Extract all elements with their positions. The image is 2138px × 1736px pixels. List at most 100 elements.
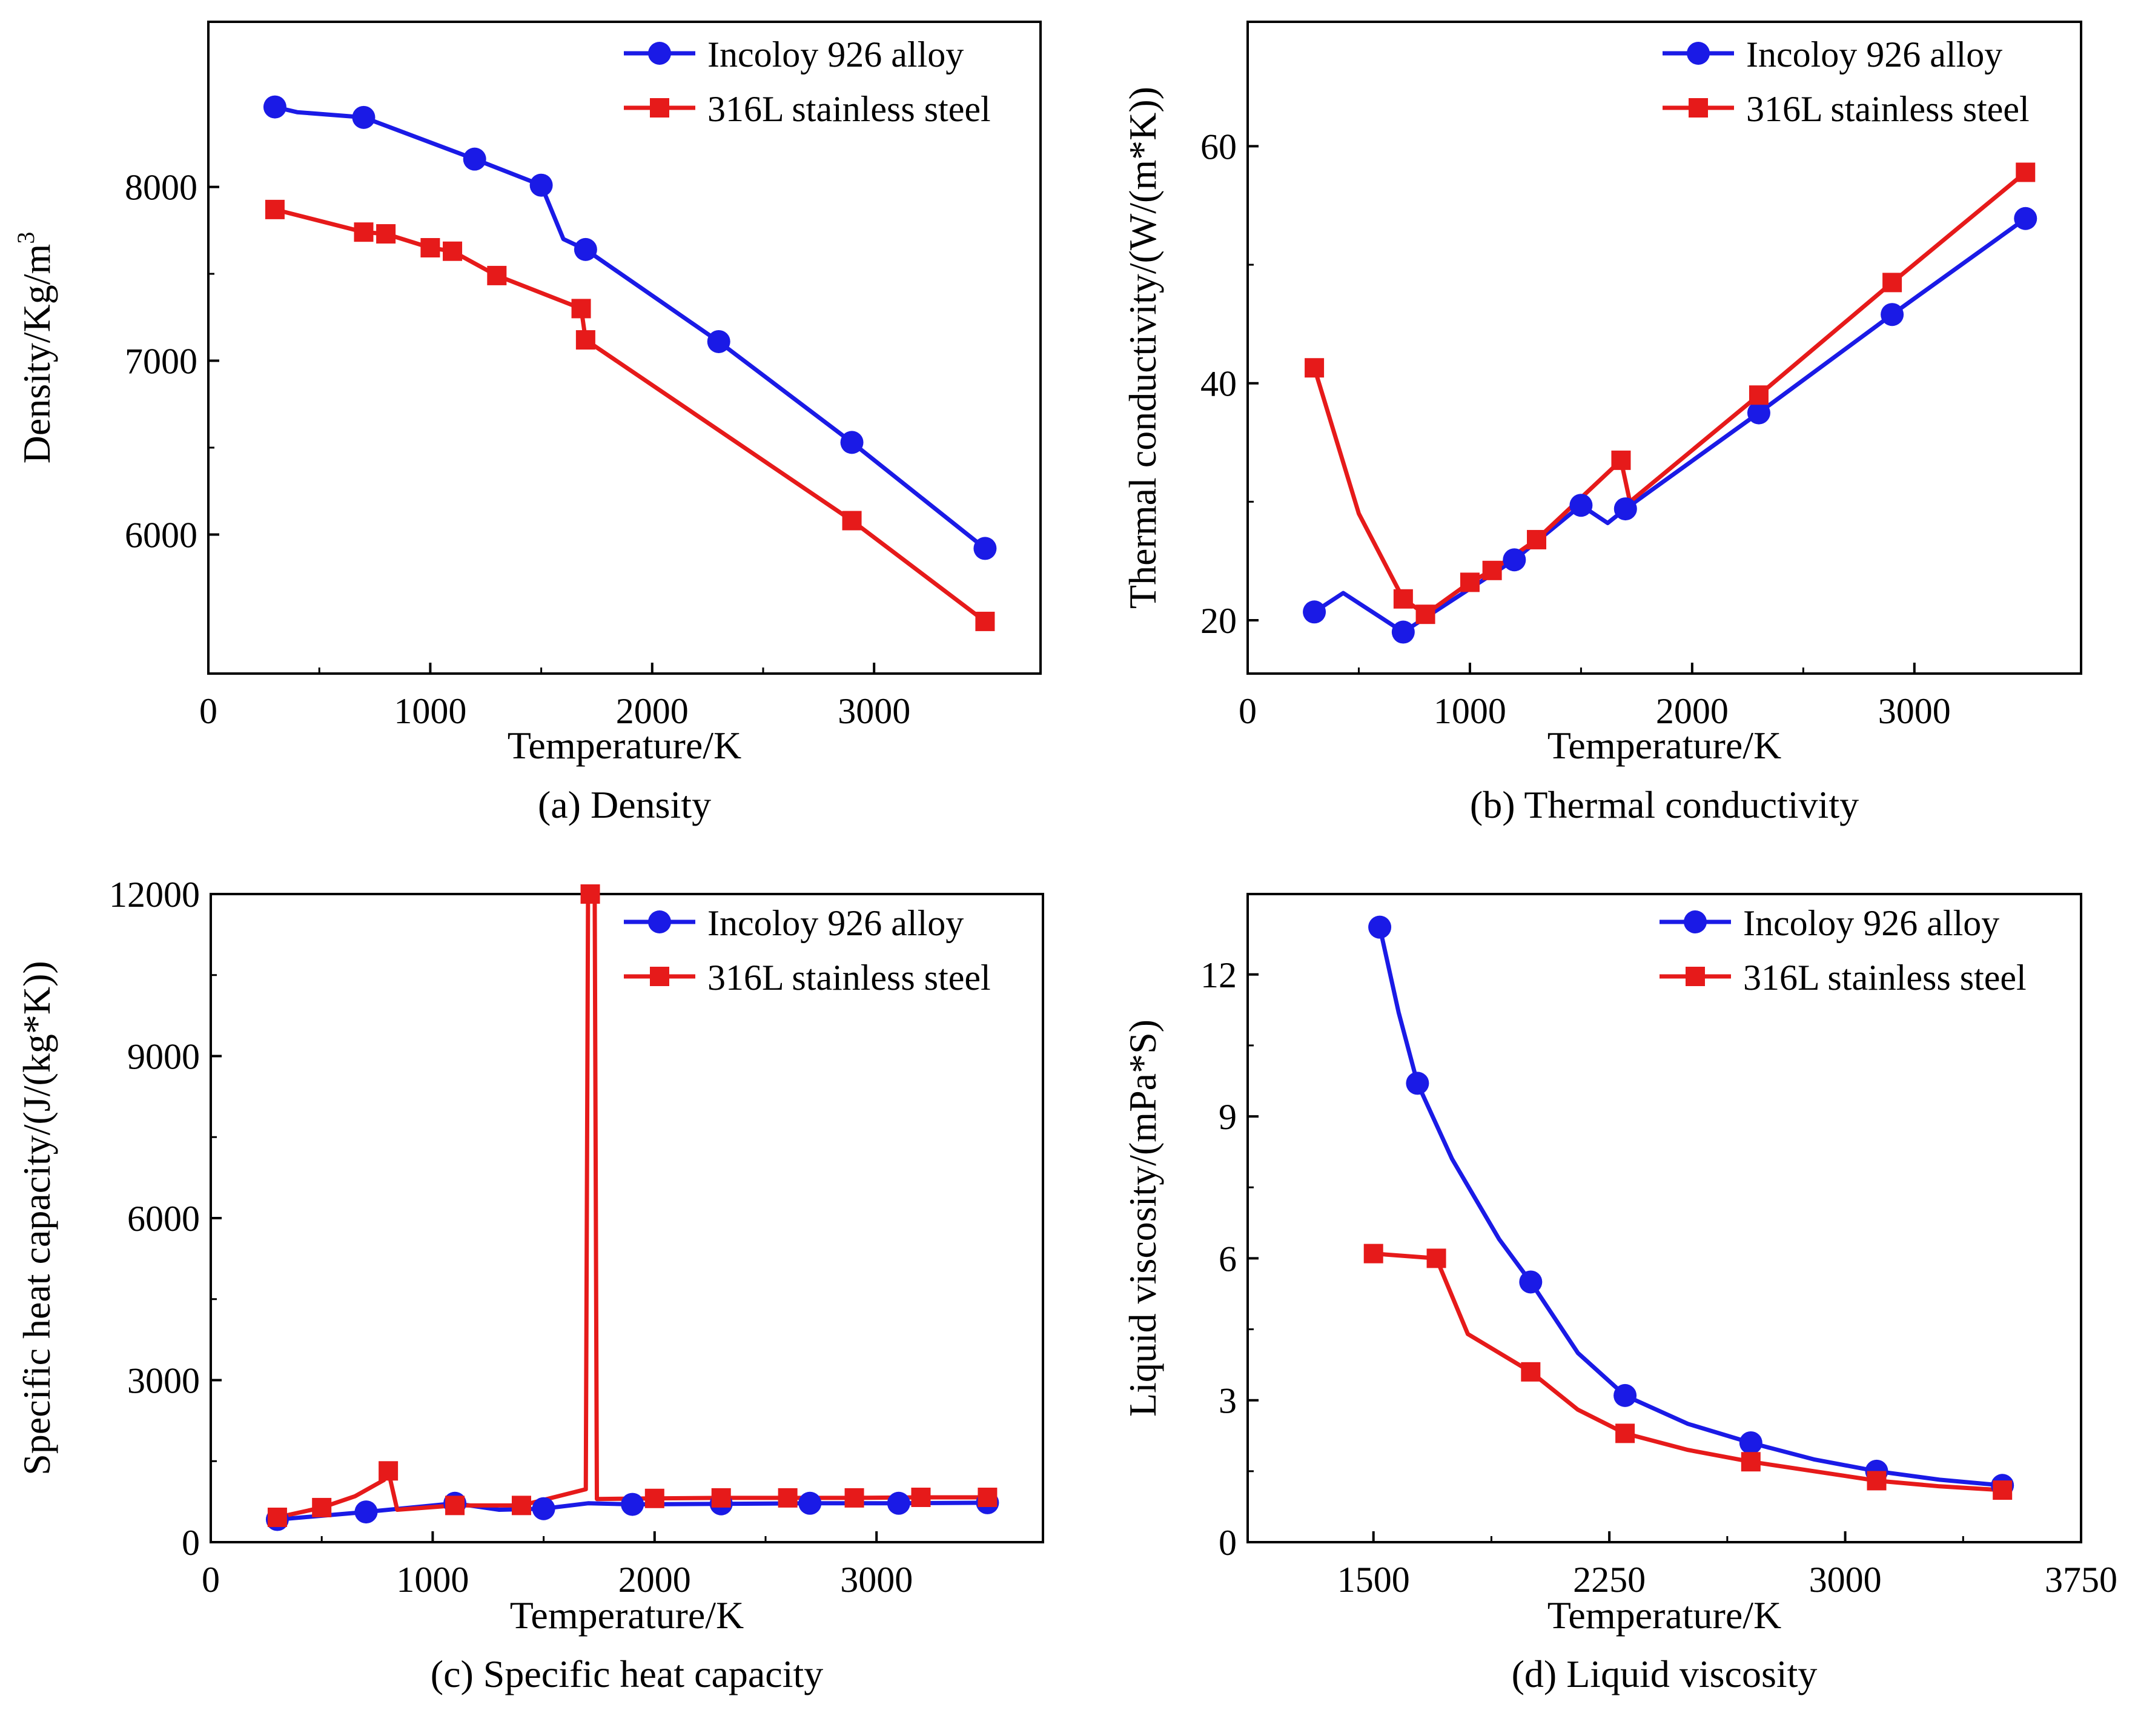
chart-b-caption: (b) Thermal conductivity (1470, 783, 1859, 826)
chart-b-legend-marker-incoloy-926-alloy (1687, 42, 1710, 65)
chart-c-specific-heat-capacity: 0 1000 2000 3000 0 3000 6000 9000 12000 Incoloy… (15, 875, 1044, 1695)
chart-b-legend: Incoloy 926 alloy 316L stainless steel (1663, 35, 2030, 129)
chart-a-point-316l-stainless-steel (575, 330, 595, 350)
chart-b-point-316l-stainless-steel (1882, 273, 1902, 293)
chart-c-point-316l-stainless-steel (580, 884, 600, 904)
chart-d-legend-label: 316L stainless steel (1743, 958, 2027, 998)
chart-d-point-incoloy-926-alloy (1368, 915, 1392, 939)
chart-c-point-316l-stainless-steel (312, 1497, 332, 1517)
chart-c-point-incoloy-926-alloy (532, 1497, 555, 1520)
chart-b-point-incoloy-926-alloy (1569, 494, 1593, 517)
chart-d-ylabel: Liquid viscosity/(mPa*S) (1121, 1019, 1164, 1417)
chart-d-point-316l-stainless-steel (1741, 1452, 1761, 1472)
chart-d-yticks: 0 3 6 9 12 (1200, 955, 1259, 1563)
chart-d-point-incoloy-926-alloy (1406, 1072, 1429, 1095)
chart-c-legend-marker-316l-stainless-steel (650, 967, 669, 986)
chart-a-point-316l-stainless-steel (975, 611, 995, 631)
chart-a-ylabel-main: Density/Kg/m (15, 244, 58, 464)
chart-d-legend-marker-316l-stainless-steel (1686, 967, 1705, 986)
chart-c-point-316l-stainless-steel (711, 1488, 731, 1508)
chart-a-yticks: 6000 7000 8000 (125, 168, 219, 555)
chart-d-liquid-viscosity: 1500 2250 3000 3750 0 3 6 9 12 Incoloy 926 allo… (1121, 893, 2117, 1695)
chart-b-xtick-label: 3000 (1878, 691, 1951, 731)
chart-a-density: 0 1000 2000 3000 6000 7000 8000 Incoloy 926 a… (12, 21, 1042, 826)
chart-a-caption: (a) Density (538, 783, 711, 826)
chart-c-point-316l-stainless-steel (644, 1488, 664, 1508)
chart-a-point-316l-stainless-steel (487, 265, 507, 285)
chart-c-point-316l-stainless-steel (445, 1496, 465, 1516)
chart-c-point-316l-stainless-steel (911, 1487, 931, 1507)
chart-a-point-incoloy-926-alloy (352, 105, 376, 129)
chart-a-xtick-label: 0 (199, 691, 217, 731)
chart-a-point-316l-stainless-steel (376, 224, 396, 244)
chart-d-caption: (d) Liquid viscosity (1512, 1652, 1818, 1695)
chart-b-point-316l-stainless-steel (1460, 572, 1480, 592)
chart-c-caption: (c) Specific heat capacity (431, 1652, 824, 1695)
chart-c-point-incoloy-926-alloy (887, 1491, 910, 1515)
chart-b-legend-label: Incoloy 926 alloy (1746, 35, 2002, 75)
chart-c-point-incoloy-926-alloy (621, 1492, 644, 1516)
chart-c-point-incoloy-926-alloy (354, 1500, 378, 1524)
chart-b-thermal-conductivity: 0 1000 2000 3000 20 40 60 Incoloy 926 alloy 31… (1121, 21, 2082, 826)
chart-d-point-316l-stainless-steel (1867, 1471, 1887, 1491)
chart-d-point-316l-stainless-steel (1993, 1480, 2013, 1500)
chart-b-point-incoloy-926-alloy (1881, 303, 1904, 326)
chart-a-legend-marker-316l-stainless-steel (650, 98, 669, 118)
chart-c-xlabel: Temperature/K (510, 1594, 744, 1637)
chart-c-point-316l-stainless-steel (778, 1488, 798, 1508)
chart-b-point-316l-stainless-steel (2016, 162, 2036, 182)
chart-a-point-incoloy-926-alloy (263, 95, 286, 119)
chart-d-point-incoloy-926-alloy (1613, 1383, 1637, 1407)
chart-b-xticks: 0 1000 2000 3000 (1239, 663, 1951, 731)
chart-a-point-incoloy-926-alloy (574, 237, 597, 261)
chart-c-legend-label: Incoloy 926 alloy (707, 903, 964, 943)
chart-a-point-316l-stainless-steel (842, 511, 862, 531)
chart-b-marks (1303, 162, 2037, 644)
chart-d-legend-label: Incoloy 926 alloy (1743, 903, 1999, 943)
chart-c-ytick-label: 9000 (127, 1037, 200, 1077)
chart-a-xtick-label: 1000 (394, 691, 466, 731)
chart-a-legend: Incoloy 926 alloy 316L stainless steel (624, 35, 991, 129)
chart-d-ytick-label: 9 (1219, 1097, 1237, 1137)
chart-d-point-316l-stainless-steel (1521, 1362, 1541, 1382)
chart-a-point-316l-stainless-steel (443, 241, 463, 261)
chart-c-legend-marker-incoloy-926-alloy (648, 910, 671, 933)
chart-b-point-316l-stainless-steel (1305, 358, 1325, 378)
chart-c-point-316l-stainless-steel (267, 1507, 287, 1527)
chart-b-point-316l-stainless-steel (1527, 529, 1547, 549)
chart-b-point-incoloy-926-alloy (1613, 497, 1637, 521)
chart-d-xtick-label: 1500 (1337, 1560, 1410, 1600)
chart-b-point-316l-stainless-steel (1415, 605, 1435, 624)
chart-c-point-316l-stainless-steel (978, 1487, 998, 1507)
chart-a-series-line-incoloy-926-alloy (274, 105, 987, 551)
chart-a-ylabel-sup: 3 (12, 232, 39, 244)
chart-b-point-incoloy-926-alloy (1391, 620, 1415, 644)
chart-c-xtick-label: 1000 (396, 1560, 469, 1600)
chart-a-point-incoloy-926-alloy (463, 147, 486, 171)
chart-d-ytick-label: 12 (1200, 955, 1237, 995)
chart-a-point-incoloy-926-alloy (707, 330, 730, 353)
chart-b-point-incoloy-926-alloy (1303, 600, 1326, 624)
chart-c-point-incoloy-926-alloy (798, 1491, 822, 1515)
chart-b-xtick-label: 2000 (1656, 691, 1729, 731)
chart-d-xlabel: Temperature/K (1547, 1594, 1781, 1637)
chart-b-series-line-incoloy-926-alloy (1313, 216, 2027, 634)
chart-b-legend-label: 316L stainless steel (1746, 89, 2030, 129)
chart-a-marks (263, 95, 997, 631)
chart-d-xtick-label: 3000 (1809, 1560, 1882, 1600)
chart-d-point-316l-stainless-steel (1426, 1248, 1446, 1268)
chart-d-point-incoloy-926-alloy (1739, 1431, 1762, 1454)
chart-d-frame (1246, 893, 2082, 1543)
chart-d-xtick-label: 3750 (2045, 1560, 2117, 1600)
chart-b-yticks: 20 40 60 (1200, 127, 1259, 641)
chart-c-series-line-316l-stainless-steel (277, 892, 988, 1520)
chart-b-xlabel: Temperature/K (1547, 724, 1781, 767)
chart-c-ytick-label: 12000 (109, 875, 200, 915)
chart-a-xtick-label: 2000 (616, 691, 689, 731)
chart-b-point-incoloy-926-alloy (1503, 548, 1526, 572)
chart-b-frame (1246, 21, 2082, 675)
chart-c-ytick-label: 0 (182, 1523, 200, 1563)
chart-c-legend-label: 316L stainless steel (707, 958, 991, 998)
chart-a-point-316l-stainless-steel (571, 299, 591, 319)
